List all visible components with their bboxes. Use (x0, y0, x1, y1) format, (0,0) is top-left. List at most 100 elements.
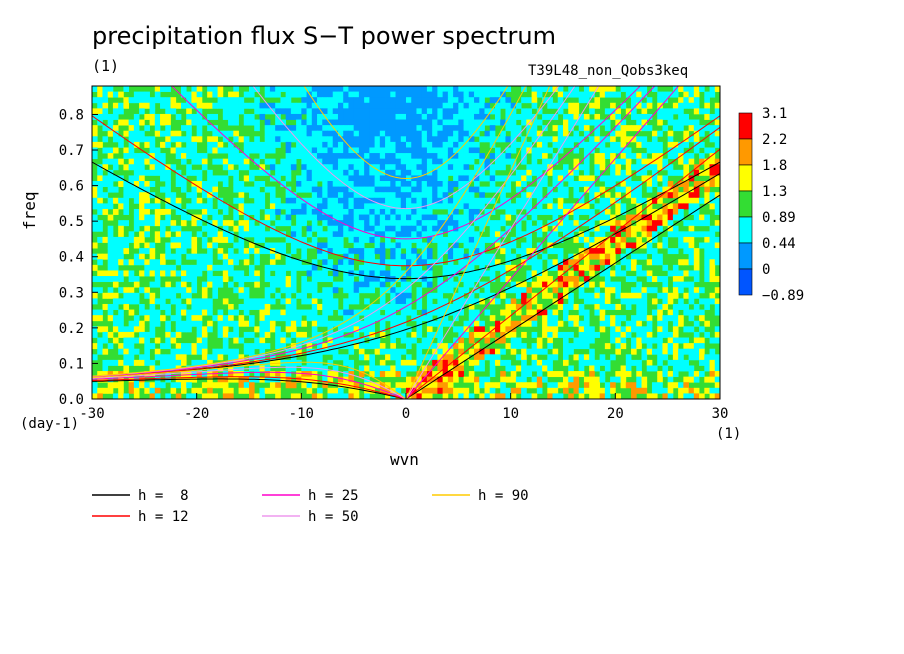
heatmap-cell (610, 303, 616, 310)
heatmap-cell (714, 130, 720, 137)
heatmap-cell (201, 354, 208, 361)
heatmap-cell (311, 348, 318, 355)
heatmap-cell (385, 365, 391, 372)
heatmap-cell (400, 371, 407, 378)
heatmap-cell (453, 108, 459, 115)
heatmap-cell (332, 125, 339, 132)
heatmap-cell (186, 298, 192, 305)
heatmap-cell (175, 359, 182, 366)
heatmap-cell (112, 186, 119, 193)
heatmap-cell (149, 147, 156, 154)
heatmap-cell (379, 208, 386, 215)
heatmap-cell (243, 175, 250, 182)
heatmap-cell (651, 298, 658, 305)
heatmap-cell (180, 359, 187, 366)
heatmap-cell (337, 175, 344, 182)
heatmap-cell (343, 231, 349, 238)
heatmap-cell (442, 298, 449, 305)
heatmap-cell (494, 359, 501, 366)
heatmap-cell (264, 315, 271, 322)
heatmap-cell (249, 141, 255, 148)
heatmap-cell (92, 315, 98, 322)
heatmap-cell (348, 253, 355, 260)
heatmap-cell (426, 387, 433, 394)
heatmap-cell (123, 331, 130, 338)
heatmap-cell (343, 298, 349, 305)
heatmap-cell (385, 270, 391, 277)
heatmap-cell (657, 292, 663, 299)
heatmap-cell (112, 359, 119, 366)
heatmap-cell (563, 91, 569, 98)
heatmap-cell (578, 292, 585, 299)
heatmap-cell (521, 214, 527, 221)
heatmap-cell (92, 86, 98, 92)
heatmap-cell (112, 382, 119, 389)
heatmap-cell (379, 382, 386, 389)
heatmap-cell (536, 91, 543, 98)
heatmap-cell (280, 231, 287, 238)
heatmap-cell (557, 136, 564, 143)
heatmap-cell (112, 197, 119, 204)
heatmap-cell (327, 181, 334, 188)
heatmap-cell (395, 315, 402, 322)
heatmap-cell (536, 164, 543, 171)
heatmap-cell (479, 376, 485, 383)
heatmap-cell (180, 371, 187, 378)
heatmap-cell (400, 259, 407, 266)
heatmap-cell (337, 97, 344, 104)
heatmap-cell (186, 91, 192, 98)
heatmap-cell (636, 164, 642, 171)
heatmap-cell (107, 91, 114, 98)
heatmap-cell (447, 169, 454, 176)
heatmap-cell (552, 354, 559, 361)
heatmap-cell (149, 281, 156, 288)
heatmap-cell (678, 303, 684, 310)
heatmap-cell (447, 320, 454, 327)
heatmap-cell (102, 192, 109, 199)
heatmap-cell (233, 186, 239, 193)
heatmap-cell (133, 91, 140, 98)
heatmap-cell (484, 136, 491, 143)
heatmap-cell (358, 320, 365, 327)
heatmap-cell (641, 309, 648, 316)
heatmap-cell (552, 141, 559, 148)
heatmap-cell (557, 203, 564, 210)
heatmap-cell (353, 91, 360, 98)
heatmap-cell (395, 175, 402, 182)
heatmap-cell (128, 276, 135, 283)
heatmap-cell (568, 181, 574, 188)
heatmap-cell (589, 220, 595, 227)
heatmap-cell (709, 264, 716, 271)
heatmap-cell (180, 231, 187, 238)
heatmap-cell (395, 91, 402, 98)
heatmap-cell (447, 309, 454, 316)
heatmap-cell (222, 376, 229, 383)
heatmap-cell (290, 303, 297, 310)
heatmap-cell (531, 153, 538, 160)
heatmap-cell (416, 164, 423, 171)
heatmap-cell (474, 343, 480, 350)
heatmap-cell (411, 315, 417, 322)
heatmap-cell (170, 220, 177, 227)
heatmap-cell (693, 125, 700, 132)
heatmap-cell (186, 102, 192, 109)
heatmap-cell (573, 315, 580, 322)
heatmap-cell (662, 287, 669, 294)
heatmap-cell (447, 86, 454, 92)
heatmap-cell (594, 192, 601, 199)
heatmap-cell (411, 309, 417, 316)
heatmap-cell (306, 125, 313, 132)
heatmap-cell (165, 320, 171, 327)
heatmap-cell (615, 91, 621, 98)
heatmap-cell (290, 147, 297, 154)
heatmap-cell (510, 141, 517, 148)
heatmap-cell (144, 337, 150, 344)
heatmap-cell (343, 164, 349, 171)
heatmap-cell (311, 91, 318, 98)
heatmap-cell (510, 393, 517, 399)
heatmap-cell (301, 102, 307, 109)
heatmap-cell (175, 231, 182, 238)
heatmap-cell (437, 382, 444, 389)
heatmap-cell (610, 153, 616, 160)
heatmap-cell (479, 136, 485, 143)
